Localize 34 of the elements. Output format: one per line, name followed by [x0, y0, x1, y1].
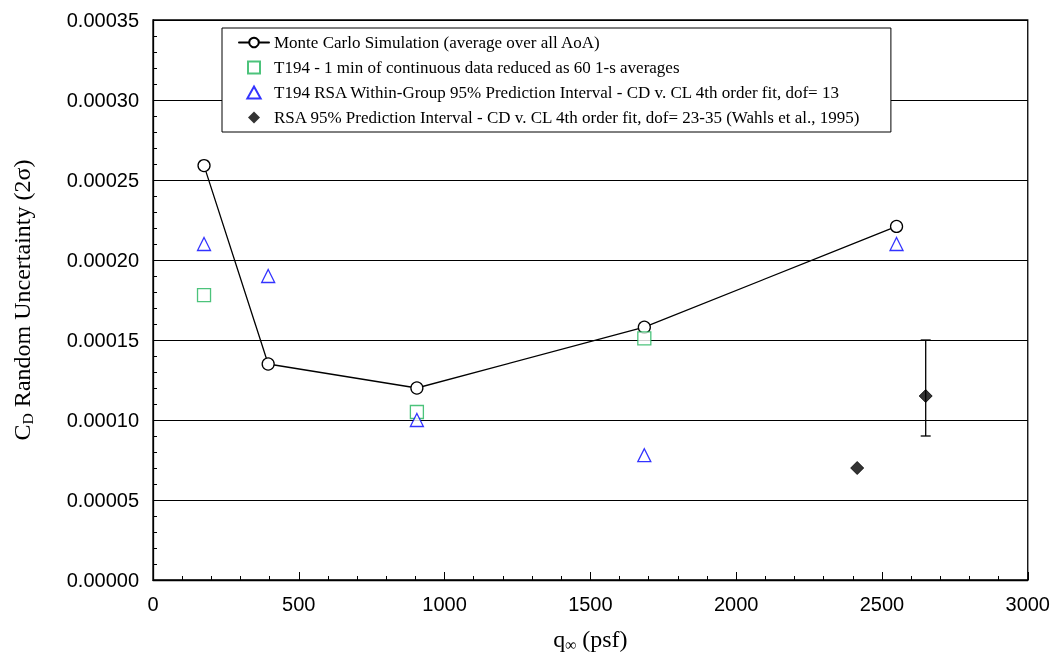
y-tick-label: 0.00035 [66, 9, 139, 31]
y-tick-label: 0.00015 [66, 329, 139, 351]
point [196, 236, 212, 252]
x-tick-label: 500 [282, 593, 316, 615]
point [637, 331, 652, 346]
legend-label: T194 RSA Within-Group 95% Prediction Interval - CD v. CL 4th order fit, dof= 13 [274, 83, 839, 102]
x-tick-label: 3000 [1005, 593, 1050, 615]
point [197, 158, 211, 173]
point [261, 268, 276, 284]
x-tick-label: 2500 [859, 593, 905, 615]
point [889, 219, 904, 234]
point [918, 389, 933, 403]
x-tick-label: 2000 [713, 593, 759, 615]
point [889, 236, 904, 252]
point [196, 288, 212, 303]
x-axis-title: q∞ (psf) [553, 626, 628, 654]
point [850, 461, 865, 475]
y-tick-label: 0.00005 [66, 489, 139, 511]
x-tick-label: 1500 [568, 593, 613, 615]
x-tick-label: 1000 [422, 593, 467, 615]
point [261, 357, 275, 371]
y-axis-title: CD Random Uncertainty (2σ) [8, 159, 36, 441]
legend-label: Monte Carlo Simulation (average over all AoA) [274, 33, 600, 52]
x-tick-label: 0 [147, 593, 159, 615]
y-tick-label: 0.00025 [66, 169, 139, 191]
point [637, 448, 652, 463]
y-tick-label: 0.00030 [66, 89, 139, 111]
legend-label: T194 - 1 min of continuous data reduced as 60 1-s averages [274, 58, 680, 77]
y-tick-label: 0.00000 [66, 569, 139, 591]
legend-label: RSA 95% Prediction Interval - CD v. CL 4th order fit, dof= 23-35 (Wahls et al., 1995) [274, 108, 860, 127]
point [410, 381, 424, 395]
y-tick-label: 0.00010 [66, 409, 139, 431]
y-tick-label: 0.00020 [66, 249, 139, 271]
point [409, 412, 425, 428]
